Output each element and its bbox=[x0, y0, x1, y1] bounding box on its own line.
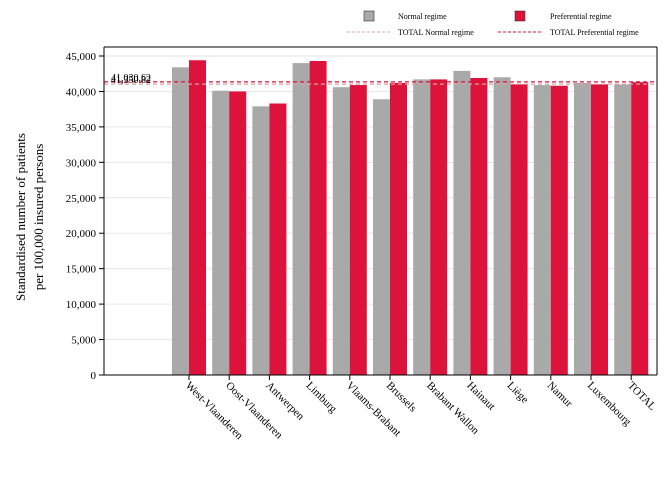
bars bbox=[172, 60, 649, 376]
legend-label-normal: Normal regime bbox=[398, 12, 447, 21]
bar-preferential bbox=[189, 60, 206, 376]
bar-preferential bbox=[470, 77, 488, 375]
bar-normal bbox=[332, 87, 350, 376]
y-tick-label: 15,000 bbox=[66, 264, 97, 276]
y-tick-label: 45,000 bbox=[66, 51, 97, 63]
y-tick-labels: 0 5,000 10,000 15,000 20,000 25,000 30,000 35,0… bbox=[66, 51, 97, 382]
legend: Normal regime Preferential regime TOTAL … bbox=[347, 10, 639, 37]
bar-normal bbox=[212, 90, 230, 375]
bar-normal bbox=[453, 70, 471, 376]
y-axis-title-line-1: Standardised number of patients bbox=[13, 133, 28, 301]
y-axis-title-line-2: per 100,000 insured persons bbox=[31, 144, 46, 291]
y-tick-label: 40,000 bbox=[66, 86, 97, 98]
bar-preferential bbox=[430, 79, 448, 375]
y-tick-label: 5,000 bbox=[71, 335, 96, 347]
bar-preferential bbox=[631, 82, 649, 376]
bar-preferential bbox=[309, 60, 327, 376]
y-tick-label: 0 bbox=[91, 370, 97, 382]
reference-line-label: 41,030.62 bbox=[111, 73, 151, 84]
bar-normal bbox=[172, 67, 189, 375]
bar-preferential bbox=[269, 103, 287, 376]
legend-label-preferential: Preferential regime bbox=[550, 12, 612, 21]
bar-normal bbox=[413, 79, 431, 375]
y-tick-label: 10,000 bbox=[66, 299, 97, 311]
bar-normal bbox=[533, 85, 551, 375]
axes bbox=[99, 46, 658, 380]
bar-normal bbox=[292, 63, 310, 375]
bar-preferential bbox=[229, 91, 247, 375]
y-tick-label: 35,000 bbox=[66, 122, 97, 134]
legend-label-total-preferential: TOTAL Preferential regime bbox=[550, 28, 639, 37]
legend-label-total-normal: TOTAL Normal regime bbox=[398, 28, 474, 37]
bar-normal bbox=[493, 77, 511, 376]
bar-normal bbox=[373, 99, 390, 376]
x-tick-label: Liège bbox=[504, 380, 530, 406]
bar-normal bbox=[614, 84, 632, 375]
bar-normal bbox=[252, 106, 270, 375]
reference-line-label: 41,350.82 bbox=[111, 75, 151, 86]
x-tick-label: Namur bbox=[545, 380, 575, 410]
legend-swatch-normal bbox=[363, 10, 375, 22]
bar-preferential bbox=[550, 85, 568, 376]
bar-preferential bbox=[510, 84, 528, 375]
y-tick-label: 20,000 bbox=[66, 228, 97, 240]
x-tick-label: TOTAL bbox=[625, 380, 658, 413]
bar-normal bbox=[574, 82, 591, 375]
bar-preferential bbox=[349, 85, 367, 375]
legend-swatch-preferential bbox=[514, 10, 526, 22]
x-tick-label: Limburg bbox=[303, 380, 339, 416]
x-tick-labels: West-VlaanderenOost-VlaanderenAntwerpenL… bbox=[183, 380, 659, 443]
x-tick-label: Brussels bbox=[384, 380, 419, 415]
y-tick-label: 25,000 bbox=[66, 193, 97, 205]
bar-preferential bbox=[390, 82, 407, 375]
bar-preferential bbox=[591, 84, 608, 375]
y-tick-label: 30,000 bbox=[66, 157, 97, 169]
x-tick-label: Hainaut bbox=[464, 380, 497, 413]
